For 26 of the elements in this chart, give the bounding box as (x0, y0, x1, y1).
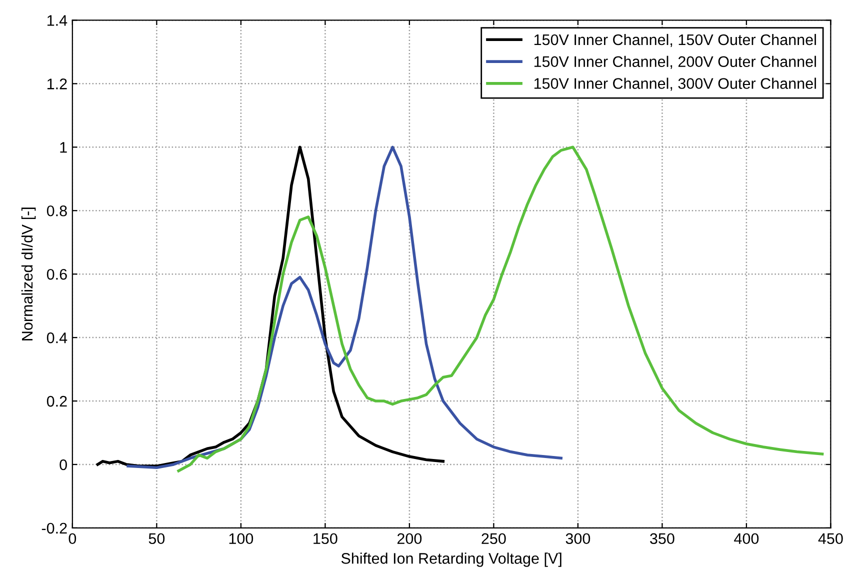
line-series (126, 146, 562, 470)
x-tick-label: 350 (650, 533, 674, 544)
y-tick-label: 0.4 (46, 332, 68, 344)
x-tick-label: 250 (482, 533, 506, 544)
legend-label: 150V Inner Channel, 150V Outer Channel (534, 34, 816, 47)
y-tick-label: 1.2 (47, 78, 67, 90)
y-tick-label: 0.2 (46, 396, 67, 407)
y-tick-label: 0.6 (46, 268, 67, 280)
x-tick-label: 400 (734, 533, 759, 544)
x-tick-label: 300 (566, 533, 590, 544)
legend-label: 150V Inner Channel, 200V Outer Channel (534, 56, 816, 69)
y-tick-label: -0.2 (42, 522, 67, 534)
x-tick-label: 450 (818, 533, 843, 544)
y-tick-label: 0 (60, 459, 67, 470)
y-tick-label: 1 (60, 142, 67, 153)
x-tick-label: 50 (148, 533, 165, 544)
legend-label: 150V Inner Channel, 300V Outer Channel (534, 78, 816, 91)
y-tick-label: 1.4 (47, 15, 68, 26)
y-tick-label: 0.8 (46, 205, 67, 216)
x-tick-label: 200 (397, 533, 422, 544)
x-tick-label: 100 (229, 533, 254, 544)
y-axis-title: Normalized dI/dV [-] (21, 208, 36, 340)
x-axis-title: Shifted Ion Retarding Voltage [V] (341, 552, 562, 567)
x-tick-label: 0 (68, 533, 76, 544)
x-tick-label: 150 (314, 533, 338, 544)
line-series (177, 146, 824, 472)
